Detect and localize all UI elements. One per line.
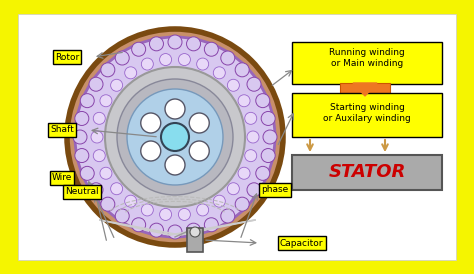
Circle shape	[132, 218, 146, 232]
Circle shape	[204, 218, 219, 232]
Circle shape	[247, 183, 261, 197]
FancyBboxPatch shape	[292, 93, 442, 137]
FancyBboxPatch shape	[4, 4, 470, 270]
Circle shape	[101, 197, 115, 211]
Circle shape	[168, 35, 182, 49]
Circle shape	[238, 95, 250, 107]
Circle shape	[89, 77, 103, 91]
Circle shape	[141, 58, 154, 70]
Circle shape	[141, 204, 154, 216]
Circle shape	[247, 77, 261, 91]
Circle shape	[261, 149, 275, 162]
Circle shape	[141, 141, 161, 161]
Circle shape	[93, 150, 105, 162]
Circle shape	[80, 166, 94, 180]
Text: Wire: Wire	[52, 173, 72, 182]
Text: Neutral: Neutral	[65, 187, 99, 196]
Circle shape	[245, 112, 257, 124]
Circle shape	[263, 130, 277, 144]
Circle shape	[228, 79, 239, 91]
FancyBboxPatch shape	[292, 42, 442, 84]
Circle shape	[75, 149, 89, 162]
Circle shape	[67, 29, 283, 245]
Circle shape	[115, 51, 129, 65]
Circle shape	[100, 167, 112, 179]
Text: phase: phase	[261, 185, 289, 195]
Circle shape	[149, 223, 164, 237]
Circle shape	[110, 183, 123, 195]
Circle shape	[187, 37, 201, 51]
Text: Shaft: Shaft	[50, 125, 74, 135]
Circle shape	[161, 123, 189, 151]
Circle shape	[110, 79, 123, 91]
Circle shape	[168, 225, 182, 239]
FancyBboxPatch shape	[340, 83, 390, 93]
Circle shape	[127, 89, 223, 185]
Circle shape	[228, 183, 239, 195]
Circle shape	[235, 63, 249, 77]
Circle shape	[221, 209, 235, 223]
Circle shape	[91, 131, 103, 143]
Circle shape	[187, 223, 201, 237]
Circle shape	[125, 67, 137, 79]
Circle shape	[73, 130, 87, 144]
Circle shape	[235, 197, 249, 211]
Circle shape	[93, 112, 105, 124]
Circle shape	[105, 67, 245, 207]
Circle shape	[213, 67, 225, 79]
Circle shape	[247, 131, 259, 143]
Text: Capacitor: Capacitor	[280, 238, 323, 247]
Circle shape	[160, 54, 172, 65]
Circle shape	[178, 54, 191, 65]
Circle shape	[160, 209, 172, 220]
Text: Rotor: Rotor	[55, 53, 79, 61]
Circle shape	[115, 209, 129, 223]
Circle shape	[89, 183, 103, 197]
Circle shape	[261, 112, 275, 125]
Circle shape	[197, 58, 209, 70]
Circle shape	[204, 42, 219, 56]
Circle shape	[189, 113, 209, 133]
Circle shape	[125, 195, 137, 207]
Circle shape	[165, 99, 185, 119]
Polygon shape	[353, 83, 377, 96]
Circle shape	[101, 63, 115, 77]
Text: Starting winding
or Auxilary winding: Starting winding or Auxilary winding	[323, 103, 411, 123]
Circle shape	[256, 166, 270, 180]
Circle shape	[238, 167, 250, 179]
FancyBboxPatch shape	[187, 228, 203, 252]
Circle shape	[178, 209, 191, 220]
Circle shape	[132, 42, 146, 56]
Circle shape	[141, 113, 161, 133]
Circle shape	[149, 37, 164, 51]
Circle shape	[221, 51, 235, 65]
Circle shape	[117, 79, 233, 195]
Circle shape	[189, 141, 209, 161]
Circle shape	[100, 95, 112, 107]
Circle shape	[75, 37, 275, 237]
Circle shape	[256, 94, 270, 108]
FancyBboxPatch shape	[18, 14, 456, 260]
Circle shape	[80, 94, 94, 108]
Circle shape	[213, 195, 225, 207]
Circle shape	[75, 112, 89, 125]
Text: Running winding
or Main winding: Running winding or Main winding	[329, 48, 405, 68]
Circle shape	[197, 204, 209, 216]
Circle shape	[245, 150, 257, 162]
Circle shape	[165, 155, 185, 175]
FancyBboxPatch shape	[292, 155, 442, 190]
Circle shape	[190, 227, 200, 237]
Text: STATOR: STATOR	[328, 163, 406, 181]
